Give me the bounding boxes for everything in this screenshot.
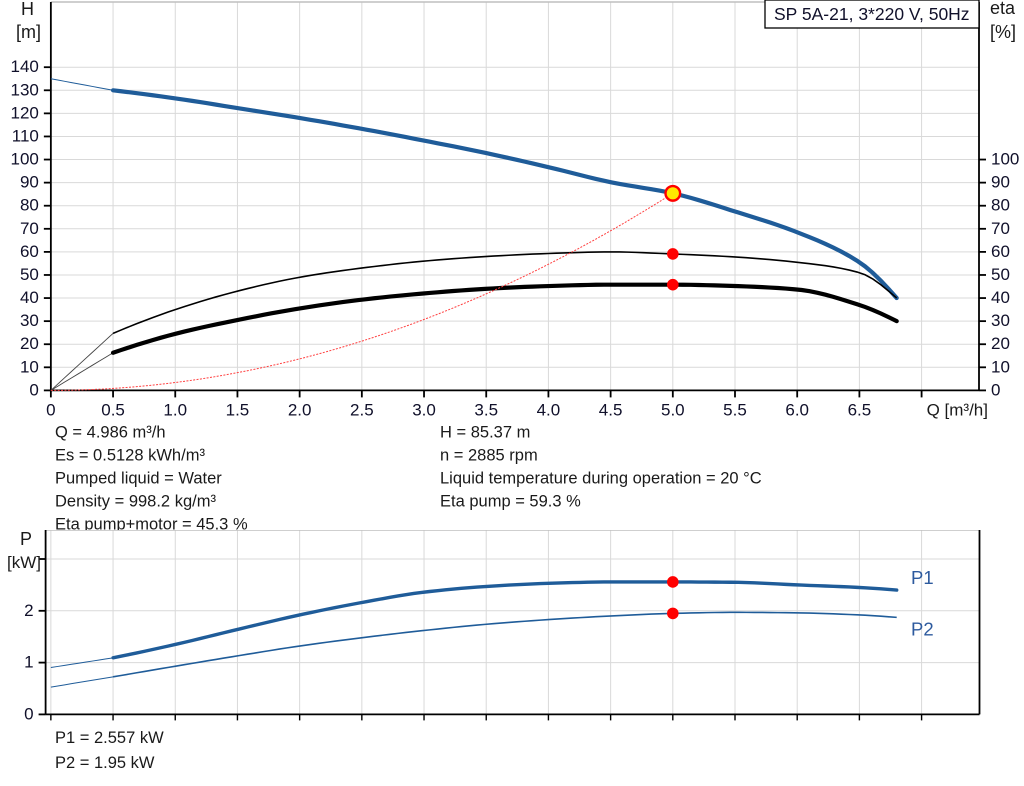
- svg-text:6.5: 6.5: [848, 400, 872, 419]
- svg-text:SP 5A-21, 3*220 V, 50Hz: SP 5A-21, 3*220 V, 50Hz: [774, 4, 970, 24]
- svg-text:[kW]: [kW]: [7, 553, 41, 572]
- svg-text:Q = 4.986 m³/h: Q = 4.986 m³/h: [55, 424, 166, 442]
- svg-text:Liquid temperature during oper: Liquid temperature during operation = 20…: [440, 470, 762, 488]
- svg-text:110: 110: [12, 126, 39, 145]
- svg-text:60: 60: [991, 242, 1010, 261]
- svg-text:70: 70: [991, 219, 1010, 238]
- svg-text:6.0: 6.0: [785, 400, 809, 419]
- svg-text:4.5: 4.5: [599, 400, 623, 419]
- svg-text:70: 70: [20, 219, 39, 238]
- svg-text:130: 130: [10, 80, 38, 99]
- svg-text:60: 60: [20, 242, 39, 261]
- svg-text:Q [m³/h]: Q [m³/h]: [927, 400, 988, 419]
- svg-text:90: 90: [991, 173, 1010, 192]
- svg-text:140: 140: [10, 57, 38, 76]
- svg-text:P1: P1: [911, 567, 934, 588]
- svg-text:80: 80: [20, 196, 39, 215]
- svg-text:0: 0: [29, 380, 38, 399]
- svg-text:40: 40: [20, 288, 39, 307]
- svg-text:P1 = 2.557 kW: P1 = 2.557 kW: [55, 729, 164, 747]
- svg-text:1: 1: [24, 653, 33, 672]
- svg-text:30: 30: [991, 311, 1010, 330]
- svg-text:10: 10: [20, 357, 39, 376]
- svg-text:120: 120: [10, 103, 38, 122]
- svg-text:P2: P2: [911, 619, 934, 640]
- svg-text:H = 85.37 m: H = 85.37 m: [440, 424, 530, 442]
- svg-text:100: 100: [991, 150, 1019, 169]
- svg-text:0: 0: [991, 380, 1000, 399]
- svg-text:40: 40: [991, 288, 1010, 307]
- svg-text:eta: eta: [990, 0, 1016, 18]
- svg-text:90: 90: [20, 173, 39, 192]
- svg-text:0.5: 0.5: [101, 400, 125, 419]
- svg-text:2.0: 2.0: [288, 400, 312, 419]
- svg-text:3.5: 3.5: [474, 400, 498, 419]
- svg-text:20: 20: [991, 334, 1010, 353]
- svg-text:5.5: 5.5: [723, 400, 747, 419]
- svg-text:Eta pump = 59.3 %: Eta pump = 59.3 %: [440, 493, 581, 511]
- svg-text:20: 20: [20, 334, 39, 353]
- svg-text:2.5: 2.5: [350, 400, 374, 419]
- svg-text:1.0: 1.0: [163, 400, 187, 419]
- svg-text:100: 100: [10, 150, 38, 169]
- svg-text:Pumped liquid = Water: Pumped liquid = Water: [55, 470, 222, 488]
- svg-text:5.0: 5.0: [661, 400, 685, 419]
- svg-text:2: 2: [24, 601, 33, 620]
- svg-text:30: 30: [20, 311, 39, 330]
- svg-text:0: 0: [24, 704, 33, 723]
- svg-text:n = 2885 rpm: n = 2885 rpm: [440, 447, 538, 465]
- svg-text:H: H: [21, 0, 34, 19]
- svg-text:Es = 0.5128 kWh/m³: Es = 0.5128 kWh/m³: [55, 447, 205, 465]
- svg-text:[%]: [%]: [990, 22, 1016, 42]
- svg-text:0: 0: [46, 400, 55, 419]
- svg-text:1.5: 1.5: [226, 400, 250, 419]
- svg-text:10: 10: [991, 357, 1010, 376]
- svg-text:Density = 998.2 kg/m³: Density = 998.2 kg/m³: [55, 493, 216, 511]
- svg-text:[m]: [m]: [16, 22, 41, 42]
- svg-text:3.0: 3.0: [412, 400, 436, 419]
- svg-text:P2 = 1.95 kW: P2 = 1.95 kW: [55, 754, 155, 772]
- svg-text:50: 50: [991, 265, 1010, 284]
- svg-text:80: 80: [991, 196, 1010, 215]
- svg-text:4.0: 4.0: [537, 400, 561, 419]
- svg-text:P: P: [20, 530, 32, 549]
- svg-text:50: 50: [20, 265, 39, 284]
